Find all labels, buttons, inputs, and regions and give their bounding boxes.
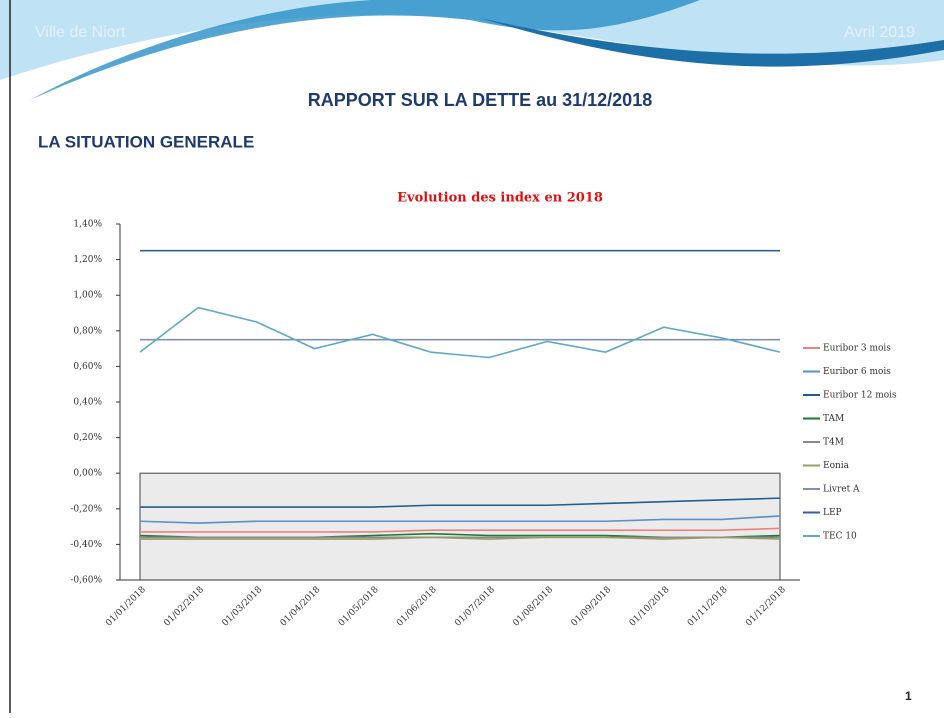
chart-title: Evolution des index en 2018 [397, 191, 603, 206]
legend-label: Euribor 6 mois [823, 367, 891, 377]
legend-label: TEC 10 [823, 532, 857, 542]
y-tick-label: -0,40% [70, 540, 102, 550]
legend-label: TAM [823, 414, 844, 424]
negative-area [139, 472, 781, 581]
header-left: Ville de Niort [35, 24, 126, 41]
y-tick-label: 0,00% [73, 469, 102, 479]
y-tick-label: 1,40% [73, 220, 102, 230]
legend-label: Euribor 3 mois [823, 344, 891, 354]
legend-label: Euribor 12 mois [823, 391, 897, 401]
legend-label: LEP [823, 508, 842, 518]
y-tick-label: 0,80% [73, 326, 102, 336]
y-tick-label: 1,00% [73, 291, 102, 301]
y-tick-label: 0,20% [73, 433, 102, 443]
legend-label: T4M [823, 438, 844, 448]
y-tick-label: -0,20% [70, 504, 102, 514]
series-line [140, 527, 781, 533]
y-tick-label: 1,20% [73, 255, 102, 265]
series-line [139, 306, 781, 359]
series-line [140, 497, 781, 508]
header-right: Avril 2019 [844, 24, 915, 41]
y-tick-label: -0,60% [70, 576, 102, 586]
swoosh [30, 0, 700, 100]
y-tick-label: 0,60% [73, 362, 102, 372]
page-number: 1 [905, 689, 912, 703]
report-title: RAPPORT SUR LA DETTE au 31/12/2018 [308, 90, 652, 110]
swoosh-line [480, 18, 944, 67]
series-line [140, 536, 781, 540]
legend-label: Livret A [823, 485, 860, 495]
banner [0, 0, 944, 80]
series-line [139, 515, 781, 524]
section-title: LA SITUATION GENERALE [38, 132, 254, 151]
legend-label: Eonia [823, 461, 850, 471]
y-tick-label: 0,40% [73, 398, 102, 408]
